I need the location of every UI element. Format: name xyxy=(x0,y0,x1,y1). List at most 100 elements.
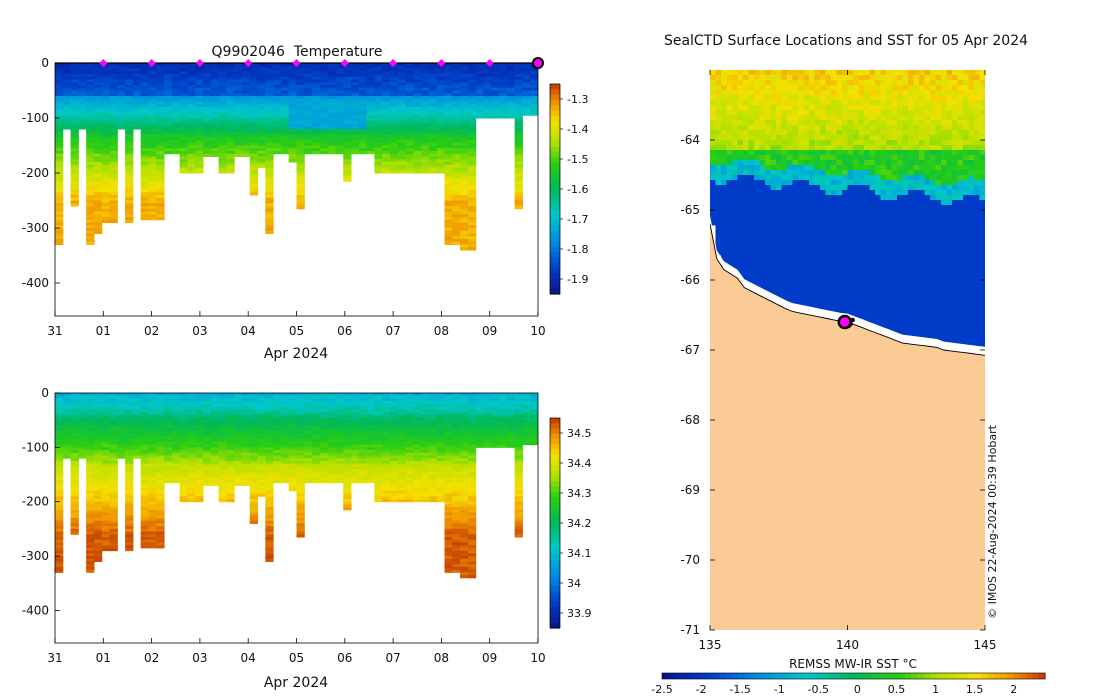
profile-cell xyxy=(374,63,383,67)
profile-cell xyxy=(226,395,235,399)
profile-cell xyxy=(405,76,414,80)
profile-cell xyxy=(389,112,399,116)
profile-cell xyxy=(319,98,329,102)
profile-cell xyxy=(70,137,79,141)
profile-cell xyxy=(109,76,118,80)
profile-cell xyxy=(226,436,235,440)
profile-cell xyxy=(467,417,477,421)
profile-cell xyxy=(218,164,227,168)
profile-cell xyxy=(296,425,305,429)
profile-cell xyxy=(210,417,220,421)
profile-cell xyxy=(405,406,414,410)
profile-cell xyxy=(351,401,360,405)
profile-cell xyxy=(366,460,375,465)
profile-cell xyxy=(86,471,95,476)
profile-cell xyxy=(358,87,368,91)
profile-cell xyxy=(179,129,188,133)
profile-cell xyxy=(234,104,243,108)
profile-cell xyxy=(93,203,103,207)
profile-cell xyxy=(203,104,212,108)
profile-cell xyxy=(218,403,227,408)
profile-cell xyxy=(140,68,149,72)
profile-cell xyxy=(226,477,235,481)
profile-cell xyxy=(444,115,453,119)
profile-cell xyxy=(405,403,414,408)
profile-cell xyxy=(366,90,375,94)
profile-cell xyxy=(125,203,134,207)
profile-cell xyxy=(93,463,103,467)
profile-cell xyxy=(319,134,329,138)
profile-cell xyxy=(467,452,477,456)
profile-cell xyxy=(140,474,149,478)
profile-cell xyxy=(86,148,95,152)
profile-cell xyxy=(195,433,204,437)
profile-cell xyxy=(312,477,321,481)
profile-cell xyxy=(351,428,360,432)
profile-cell xyxy=(109,504,118,508)
profile-cell xyxy=(499,101,508,105)
profile-cell xyxy=(226,428,235,432)
profile-cell xyxy=(78,393,87,397)
profile-cell xyxy=(101,137,111,141)
profile-cell xyxy=(413,455,422,459)
profile-cell xyxy=(140,98,149,102)
profile-cell xyxy=(140,195,149,199)
profile-cell xyxy=(55,509,64,514)
profile-cell xyxy=(93,398,103,402)
profile-cell xyxy=(241,422,251,427)
profile-cell xyxy=(70,428,79,432)
profile-cell xyxy=(93,68,103,72)
profile-cell xyxy=(397,82,407,86)
profile-cell xyxy=(389,482,399,486)
profile-cell xyxy=(195,447,204,451)
profile-cell xyxy=(351,137,360,141)
profile-cell xyxy=(491,90,500,94)
profile-cell xyxy=(452,109,461,113)
profile-cell xyxy=(389,420,399,424)
profile-cell xyxy=(187,452,196,456)
profile-cell xyxy=(319,126,329,130)
profile-cell xyxy=(62,401,72,405)
profile-cell xyxy=(389,450,399,454)
profile-cell xyxy=(265,409,274,413)
profile-cell xyxy=(389,131,399,135)
profile-cell xyxy=(452,233,461,237)
profile-cell xyxy=(257,129,266,133)
profile-cell xyxy=(273,76,282,80)
profile-cell xyxy=(171,412,181,416)
profile-cell xyxy=(467,542,477,546)
profile-cell xyxy=(351,123,360,127)
profile-cell xyxy=(148,151,157,155)
profile-cell xyxy=(265,74,274,78)
profile-cell xyxy=(296,148,305,152)
profile-cell xyxy=(187,471,196,476)
profile-cell xyxy=(179,65,188,69)
profile-cell xyxy=(327,420,336,424)
profile-cell xyxy=(428,74,438,78)
profile-cell xyxy=(397,412,407,416)
profile-cell xyxy=(156,101,165,105)
profile-cell xyxy=(249,447,259,451)
profile-cell xyxy=(413,471,422,476)
profile-cell xyxy=(288,441,297,446)
profile-cell xyxy=(179,422,188,427)
profile-cell xyxy=(55,241,64,245)
profile-cell xyxy=(343,479,352,484)
profile-cell xyxy=(265,225,274,229)
profile-cell xyxy=(132,101,142,105)
profile-cell xyxy=(382,450,391,454)
profile-cell xyxy=(179,488,188,492)
profile-cell xyxy=(249,490,259,495)
profile-cell xyxy=(70,444,79,448)
profile-cell xyxy=(312,63,321,67)
profile-cell xyxy=(171,479,181,484)
profile-cell xyxy=(467,175,477,179)
profile-cell xyxy=(335,444,344,448)
temperature-x-ticks: 31 01 02 03 04 05 06 07 08 09 10 xyxy=(47,311,546,338)
profile-cell xyxy=(491,93,500,97)
profile-cell xyxy=(467,450,477,454)
profile-cell xyxy=(78,414,87,418)
profile-cell xyxy=(444,211,453,215)
profile-cell xyxy=(187,482,196,486)
profile-cell xyxy=(148,504,157,508)
